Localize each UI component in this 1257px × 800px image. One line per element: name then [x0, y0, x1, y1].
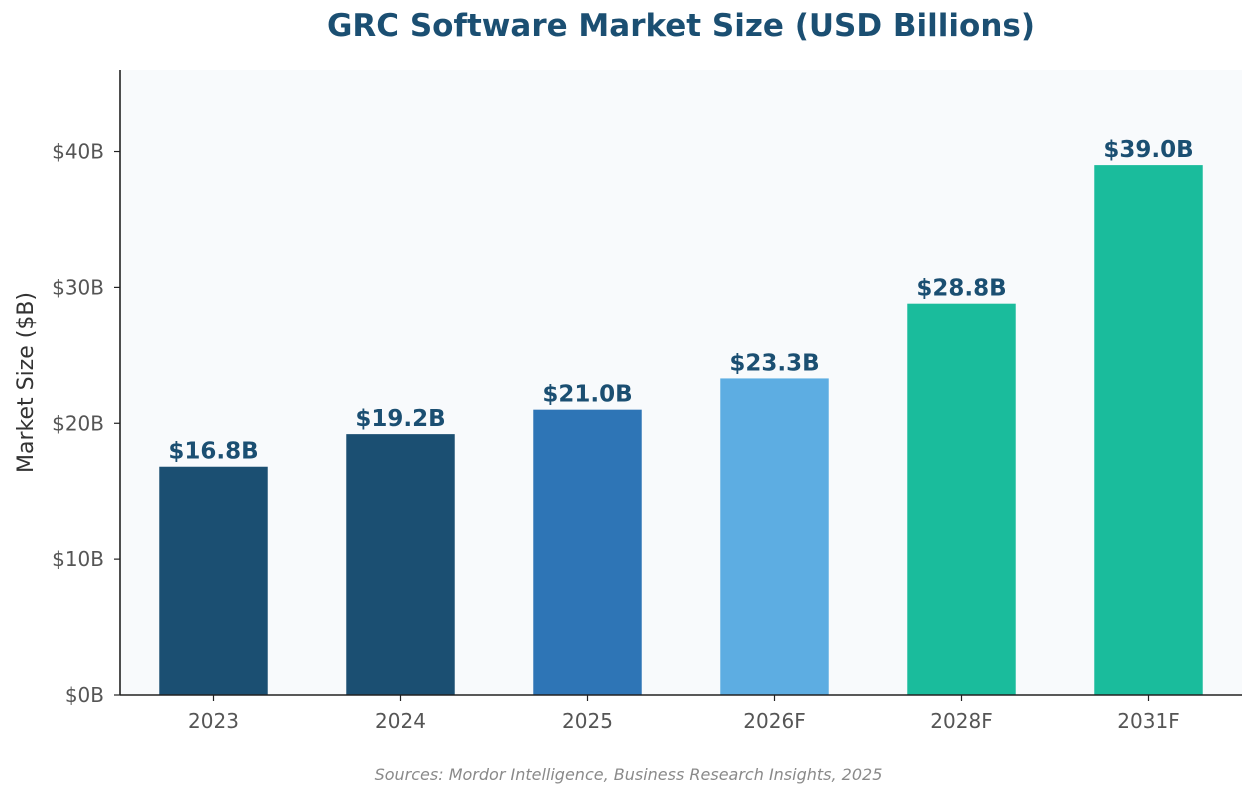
plot-background — [120, 70, 1242, 695]
bars-group — [159, 165, 1203, 695]
y-tick-label: $30B — [52, 275, 104, 299]
bar-labels-group: $16.8B $19.2B $21.0B $23.3B $28.8B $39.0B — [168, 137, 1193, 465]
y-tick-label: $10B — [52, 547, 104, 571]
y-tick-label: $0B — [65, 683, 104, 707]
bar-value-label: $23.3B — [729, 350, 819, 376]
y-ticks-group: $0B $10B $20B $30B $40B — [52, 140, 120, 707]
bar-2026F — [720, 378, 829, 695]
y-tick-label: $40B — [52, 140, 104, 164]
x-tick-label: 2026F — [743, 709, 805, 733]
x-ticks-group: 2023 2024 2025 2026F 2028F 2031F — [188, 695, 1180, 733]
bar-value-label: $21.0B — [542, 382, 632, 408]
bar-2025 — [533, 409, 642, 695]
x-tick-label: 2031F — [1117, 709, 1179, 733]
bar-2028F — [907, 303, 1016, 695]
bar-2024 — [346, 434, 455, 695]
x-tick-label: 2028F — [930, 709, 992, 733]
bar-2023 — [159, 466, 268, 695]
x-tick-label: 2023 — [188, 709, 239, 733]
bar-value-label: $28.8B — [916, 276, 1006, 302]
bar-value-label: $39.0B — [1103, 137, 1193, 163]
bar-2031F — [1094, 165, 1203, 695]
chart-title: GRC Software Market Size (USD Billions) — [326, 8, 1036, 44]
bar-value-label: $16.8B — [168, 439, 258, 465]
y-axis-title: Market Size ($B) — [14, 292, 39, 473]
source-note: Sources: Mordor Intelligence, Business R… — [374, 765, 883, 784]
x-tick-label: 2024 — [375, 709, 426, 733]
bar-value-label: $19.2B — [355, 406, 445, 432]
x-tick-label: 2025 — [562, 709, 613, 733]
y-tick-label: $20B — [52, 411, 104, 435]
